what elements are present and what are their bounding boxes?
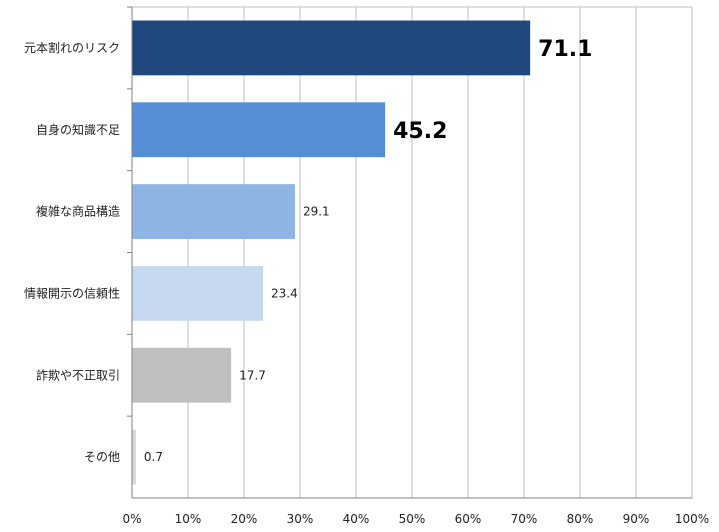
bar	[132, 20, 531, 76]
labels: 0% 10% 20% 30% 40% 50% 60% 70% 80% 90% 100% 元本割れのリス…	[24, 37, 709, 526]
category-label: 複雑な商品構造	[36, 204, 120, 219]
x-tick-label: 80%	[567, 512, 594, 526]
axes	[127, 6, 692, 499]
data-label: 29.1	[303, 205, 330, 219]
data-label: 0.7	[144, 450, 163, 464]
category-label: 詐欺や不正取引	[36, 367, 120, 382]
data-label: 23.4	[271, 286, 298, 300]
data-label: 17.7	[239, 368, 266, 382]
x-tick-label: 60%	[455, 512, 482, 526]
x-tick-label: 40%	[343, 512, 370, 526]
x-tick-label: 50%	[399, 512, 426, 526]
data-label: 71.1	[538, 37, 592, 62]
category-label: その他	[84, 450, 120, 464]
bar	[132, 184, 295, 239]
bar	[132, 347, 232, 403]
bar	[132, 429, 136, 485]
x-tick-label: 70%	[511, 512, 538, 526]
x-tick-label: 90%	[623, 512, 650, 526]
x-tick-label: 20%	[231, 512, 258, 526]
bar	[132, 266, 264, 321]
data-label: 45.2	[393, 119, 447, 144]
x-tick-label: 10%	[175, 512, 202, 526]
category-label: 元本割れのリスク	[24, 40, 120, 55]
category-label: 自身の知識不足	[36, 122, 120, 137]
x-tick-label: 100%	[675, 512, 709, 526]
bar	[132, 102, 386, 158]
gridlines	[187, 7, 693, 498]
x-tick-label: 30%	[287, 512, 314, 526]
bars	[132, 20, 531, 485]
x-tick-label: 0%	[122, 512, 141, 526]
category-label: 情報開示の信頼性	[24, 286, 120, 300]
